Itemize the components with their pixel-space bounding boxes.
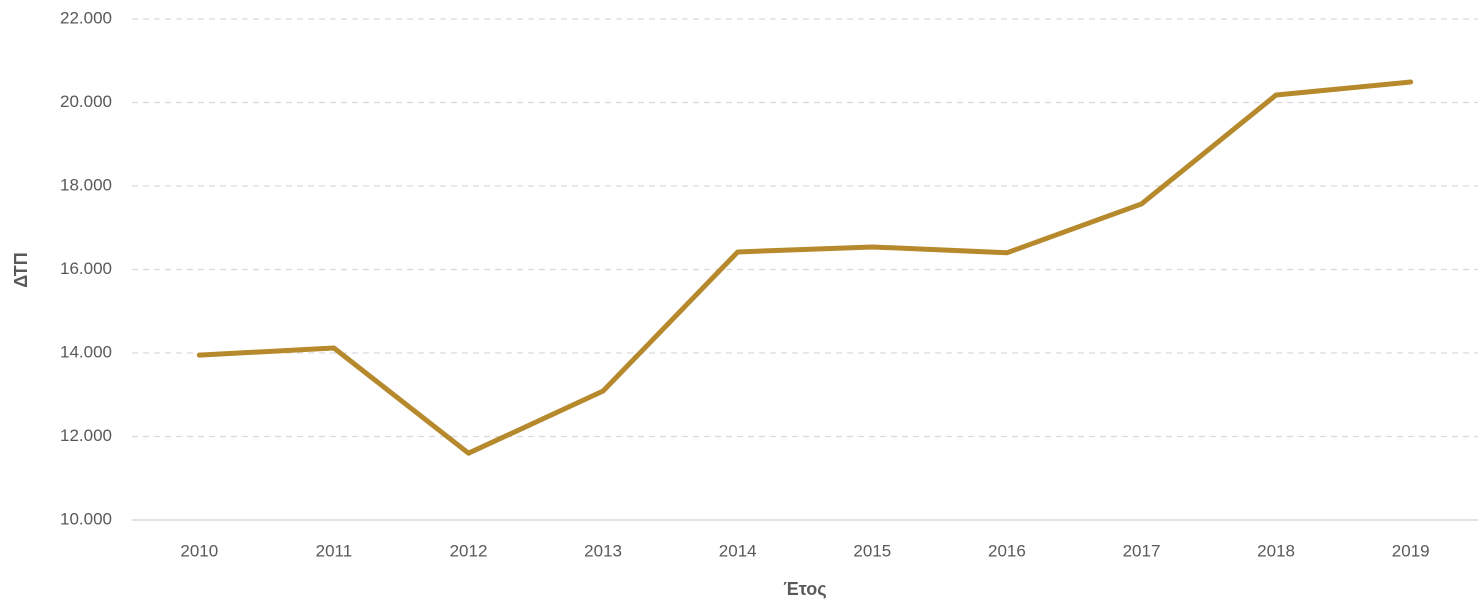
x-tick-label: 2019: [1392, 541, 1430, 560]
x-axis-title: Έτος: [783, 579, 826, 599]
x-tick-label: 2015: [853, 541, 891, 560]
y-tick-label: 16.000: [60, 259, 112, 278]
y-tick-label: 10.000: [60, 509, 112, 528]
x-tick-label: 2011: [316, 541, 353, 560]
data-line: [196, 79, 1414, 456]
y-tick-label: 22.000: [60, 8, 112, 27]
x-tick-label: 2014: [719, 541, 757, 560]
x-tick-label: 2016: [988, 541, 1026, 560]
x-tick-label: 2017: [1123, 541, 1161, 560]
x-tick-label: 2018: [1257, 541, 1295, 560]
x-tick-label: 2012: [450, 541, 488, 560]
y-axis-title: ΔΤΠ: [11, 252, 31, 287]
y-tick-label: 20.000: [60, 92, 112, 111]
y-tick-label: 18.000: [60, 175, 112, 194]
x-tick-label: 2013: [584, 541, 622, 560]
y-tick-label: 12.000: [60, 426, 112, 445]
y-tick-label: 14.000: [60, 342, 112, 361]
x-tick-label: 2010: [180, 541, 218, 560]
